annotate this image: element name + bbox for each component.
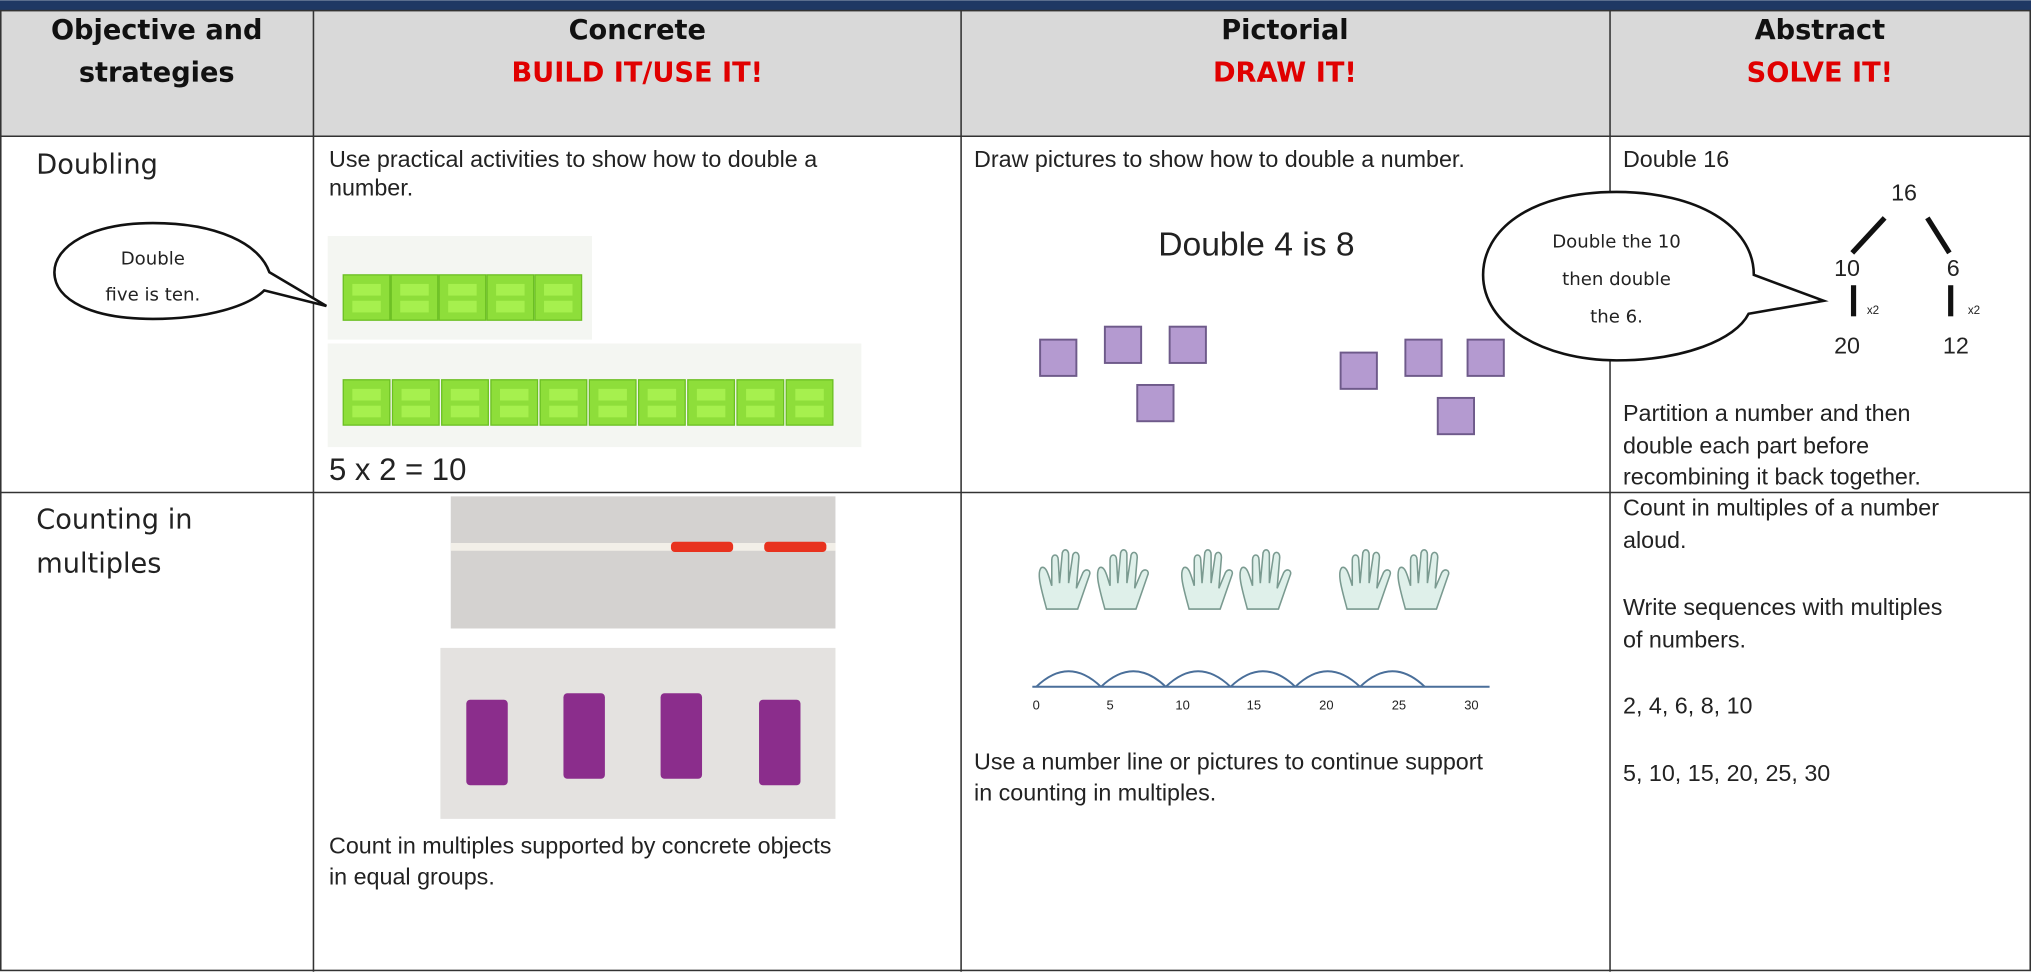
cell-text: 5, 10, 15, 20, 25, 30 xyxy=(1623,760,1830,786)
header-subtitle: SOLVE IT! xyxy=(1747,58,1893,89)
bubble-text: Double xyxy=(121,248,185,269)
cell-text: in equal groups. xyxy=(329,864,495,890)
header-bg xyxy=(0,10,2031,137)
cell-text: Draw pictures to show how to double a nu… xyxy=(974,146,1465,172)
bead-string xyxy=(450,542,836,551)
number-label: 30 xyxy=(1464,698,1478,713)
cell-text: recombining it back together. xyxy=(1623,463,1921,489)
equation: 5 x 2 = 10 xyxy=(329,452,466,487)
tree-node: 10 xyxy=(1834,255,1860,281)
objective: multiples xyxy=(36,549,161,580)
squares xyxy=(1039,325,1505,436)
number-label: 0 xyxy=(1033,698,1040,713)
cell-text: number. xyxy=(329,175,413,201)
cell-text: double each part before xyxy=(1623,432,1869,458)
header-title: strategies xyxy=(79,58,235,89)
number-label: 25 xyxy=(1392,698,1406,713)
beads xyxy=(670,541,734,553)
cell-text: Write sequences with multiples xyxy=(1623,594,1942,620)
number-label: 15 xyxy=(1247,698,1261,713)
tree-node: 6 xyxy=(1947,255,1960,281)
cell-text: Use practical activities to show how to … xyxy=(329,146,817,172)
cell-text: aloud. xyxy=(1623,527,1686,553)
cell-text: Count in multiples supported by concrete… xyxy=(329,833,831,859)
header-subtitle: DRAW IT! xyxy=(1213,58,1357,89)
header-subtitle: BUILD IT/USE IT! xyxy=(511,58,763,89)
cell-text: Use a number line or pictures to continu… xyxy=(974,748,1483,774)
number-label: 5 xyxy=(1106,698,1113,713)
objective: Counting in xyxy=(36,504,192,535)
hands xyxy=(1038,549,1450,610)
cell-text: in counting in multiples. xyxy=(974,779,1216,805)
bubble-text: five is ten. xyxy=(105,285,200,306)
photo xyxy=(450,496,836,629)
number-line xyxy=(1032,670,1490,688)
cell-text: Partition a number and then xyxy=(1623,400,1911,426)
header-title: Concrete xyxy=(569,15,706,46)
caption: Double 4 is 8 xyxy=(1158,226,1354,263)
cubes xyxy=(466,693,801,786)
bubble-text: the 6. xyxy=(1590,307,1643,328)
tree: 16 10 6 x2 x2 20 12 xyxy=(1834,180,1980,359)
top-bar xyxy=(0,0,2031,11)
table-grid xyxy=(0,9,2031,972)
header-title: Abstract xyxy=(1755,15,1886,46)
tree-node: 12 xyxy=(1943,333,1969,359)
cell-text: 2, 4, 6, 8, 10 xyxy=(1623,693,1753,719)
number-labels: 0 5 10 15 20 25 30 xyxy=(1033,698,1479,713)
speech-bubble xyxy=(53,221,328,321)
speech-bubble xyxy=(1481,190,1829,362)
tree-node: 16 xyxy=(1891,180,1917,206)
header-title: Pictorial xyxy=(1221,15,1348,46)
number-label: 20 xyxy=(1319,698,1333,713)
operator: x2 xyxy=(1867,304,1879,317)
operator: x2 xyxy=(1968,304,1980,317)
cell-text: Count in multiples of a number xyxy=(1623,494,1939,520)
header-title: Objective and xyxy=(51,15,263,46)
cubes xyxy=(342,274,583,321)
cell-text: Double 16 xyxy=(1623,146,1729,172)
tree-node: 20 xyxy=(1834,333,1860,359)
bubble-text: then double xyxy=(1562,269,1671,290)
objective: Doubling xyxy=(36,150,158,181)
number-label: 10 xyxy=(1175,698,1189,713)
bubble-text: Double the 10 xyxy=(1552,231,1681,252)
cell-text: of numbers. xyxy=(1623,627,1746,653)
beads xyxy=(764,541,827,553)
